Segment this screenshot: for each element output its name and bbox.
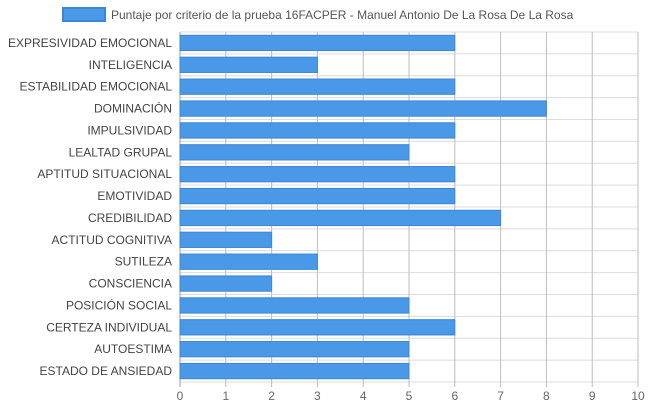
- x-tick-label: 1: [222, 389, 229, 403]
- bar[interactable]: [179, 362, 410, 380]
- legend-label: Puntaje por criterio de la prueba 16FACP…: [111, 8, 574, 22]
- x-tick-label: 3: [314, 389, 321, 403]
- bar[interactable]: [179, 187, 456, 205]
- bar[interactable]: [179, 144, 410, 161]
- bar[interactable]: [179, 34, 456, 52]
- bar[interactable]: [179, 253, 318, 270]
- x-tick-label: 2: [268, 389, 275, 403]
- category-label: APTITUD SITUACIONAL: [37, 167, 172, 181]
- bar[interactable]: [179, 231, 273, 248]
- x-tick-label: 4: [360, 389, 367, 403]
- category-label: INTELIGENCIA: [89, 58, 172, 72]
- x-axis-ticks: 0 1 2 3 4 5 6 7 8 9 10: [177, 389, 645, 403]
- category-label: CREDIBILIDAD: [88, 211, 172, 225]
- legend-swatch: [62, 7, 106, 22]
- category-label: CERTEZA INDIVIDUAL: [46, 320, 172, 334]
- category-label: SUTILEZA: [115, 255, 172, 269]
- category-label: IMPULSIVIDAD: [87, 123, 172, 137]
- category-label: EXPRESIVIDAD EMOCIONAL: [8, 36, 172, 50]
- bar[interactable]: [179, 78, 456, 95]
- bar[interactable]: [179, 209, 502, 227]
- bar[interactable]: [179, 100, 547, 117]
- bar[interactable]: [179, 297, 410, 314]
- bars: [179, 34, 547, 380]
- x-tick-label: 9: [589, 389, 596, 403]
- category-label: AUTOESTIMA: [94, 342, 172, 356]
- category-label: POSICIÓN SOCIAL: [66, 297, 172, 312]
- category-labels: EXPRESIVIDAD EMOCIONAL INTELIGENCIA ESTABI…: [8, 36, 172, 378]
- category-label: DOMINACIÓN: [94, 101, 172, 116]
- category-label: LEALTAD GRUPAL: [69, 145, 173, 159]
- x-tick-label: 6: [451, 389, 458, 403]
- bar[interactable]: [179, 166, 456, 183]
- bar[interactable]: [179, 341, 410, 358]
- category-label: ACTITUD COGNITIVA: [52, 233, 172, 247]
- x-tick-label: 8: [543, 389, 550, 403]
- x-tick-label: 10: [631, 389, 645, 403]
- category-label: EMOTIVIDAD: [97, 189, 172, 203]
- x-tick-label: 7: [497, 389, 504, 403]
- bar[interactable]: [179, 275, 273, 292]
- category-label: ESTADO DE ANSIEDAD: [40, 364, 173, 378]
- category-label: ESTABILIDAD EMOCIONAL: [20, 80, 173, 94]
- bar[interactable]: [179, 122, 456, 139]
- bar[interactable]: [179, 56, 318, 73]
- category-label: CONSCIENCIA: [89, 277, 172, 291]
- bar[interactable]: [179, 319, 456, 336]
- legend[interactable]: Puntaje por criterio de la prueba 16FACP…: [62, 7, 574, 22]
- x-tick-label: 0: [177, 389, 184, 403]
- x-tick-label: 5: [406, 389, 413, 403]
